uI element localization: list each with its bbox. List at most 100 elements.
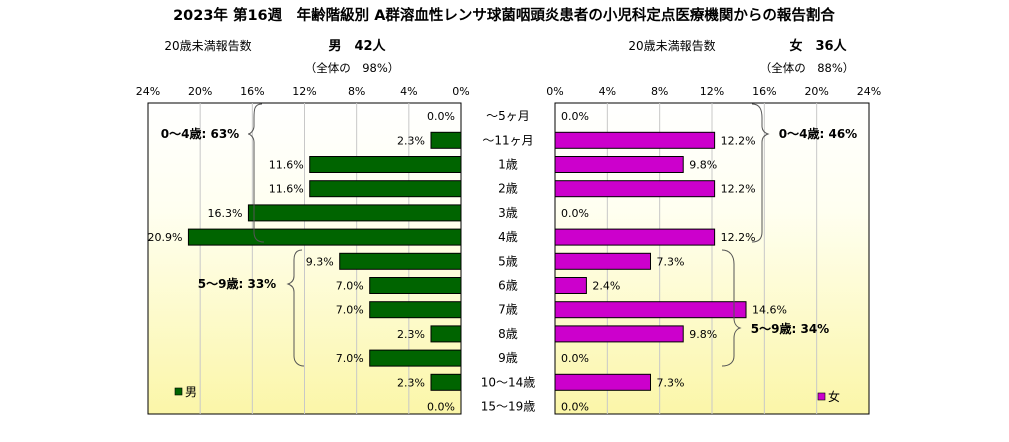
female-bar	[554, 156, 684, 173]
category-label: 3歳	[498, 206, 518, 220]
category-labels: ～5ヶ月 ～11ヶ月 1歳 2歳 3歳 4歳 5歳 6歳 7歳 8歳 9歳 10～14歳 15～19歳	[481, 109, 536, 413]
left-tick-label: 16%	[240, 85, 264, 98]
category-label: 10～14歳	[481, 375, 536, 389]
left-brace-0-4	[247, 103, 265, 243]
category-label: ～11ヶ月	[482, 133, 533, 147]
left-male-count: 男 42人	[328, 38, 386, 54]
male-value-label: 16.3%	[207, 207, 242, 220]
right-group-label-5-9: 5～9歳: 34%	[751, 321, 829, 336]
male-value-label: 2.3%	[397, 376, 425, 389]
male-bar	[369, 277, 462, 294]
legend-female-label: 女	[828, 389, 840, 404]
female-value-label: 12.2%	[721, 134, 756, 147]
male-bar	[309, 156, 462, 173]
male-value-label: 11.6%	[269, 159, 304, 172]
female-value-label: 9.8%	[689, 159, 717, 172]
female-value-label: 7.3%	[657, 376, 685, 389]
category-label: 5歳	[498, 254, 518, 268]
female-value-label: 0.0%	[561, 110, 589, 123]
left-tick-label: 4%	[400, 85, 417, 98]
left-group-label-5-9: 5～9歳: 33%	[198, 276, 276, 291]
category-label: 8歳	[498, 327, 518, 341]
right-under20-label: 20歳未満報告数	[628, 38, 715, 53]
right-tick-label: 4%	[599, 85, 616, 98]
right-axis-ticks: 0% 4% 8% 12% 16% 20% 24%	[546, 85, 881, 98]
male-bar	[309, 180, 462, 198]
female-series	[554, 131, 747, 391]
left-group-label-0-4: 0～4歳: 63%	[161, 126, 239, 141]
female-bar	[554, 277, 587, 294]
male-bar	[369, 301, 462, 319]
female-value-labels: 0.0% 12.2% 9.8% 12.2% 0.0% 12.2% 7.3% 2.4% 14.6%…	[561, 110, 787, 413]
right-tick-label: 24%	[857, 85, 881, 98]
male-bar	[430, 325, 462, 343]
male-value-label: 2.3%	[397, 134, 425, 147]
left-tick-label: 20%	[188, 85, 212, 98]
male-bar	[430, 131, 462, 149]
category-label: 2歳	[498, 182, 518, 196]
male-bar	[339, 252, 462, 270]
left-tick-label: 8%	[348, 85, 365, 98]
male-bar	[369, 349, 462, 367]
right-tick-label: 16%	[752, 85, 776, 98]
left-tick-label: 0%	[452, 85, 469, 98]
female-value-label: 7.3%	[657, 255, 685, 268]
category-label: ～5ヶ月	[486, 109, 530, 123]
right-tick-label: 20%	[804, 85, 828, 98]
female-bar	[554, 373, 652, 391]
category-label: 4歳	[498, 230, 518, 244]
male-value-label: 7.0%	[336, 280, 364, 293]
male-value-label: 7.0%	[336, 352, 364, 365]
category-label: 15～19歳	[481, 400, 536, 414]
male-bar	[187, 228, 462, 246]
male-value-label: 0.0%	[427, 110, 455, 123]
male-value-label: 7.0%	[336, 304, 364, 317]
female-value-label: 12.2%	[721, 183, 756, 196]
right-brace-0-4	[751, 103, 770, 243]
female-value-label: 0.0%	[561, 207, 589, 220]
category-label: 7歳	[498, 303, 518, 317]
female-value-label: 14.6%	[752, 304, 787, 317]
left-tick-label: 24%	[136, 85, 160, 98]
category-label: 1歳	[498, 158, 518, 172]
right-group-label-0-4: 0～4歳: 46%	[779, 126, 857, 141]
male-value-label: 2.3%	[397, 328, 425, 341]
left-tick-label: 12%	[292, 85, 316, 98]
right-tick-label: 0%	[546, 85, 563, 98]
left-overall-share: （全体の 98%）	[305, 61, 400, 75]
female-bar	[554, 301, 747, 319]
legend-male-swatch	[174, 387, 183, 396]
left-under20-label: 20歳未満報告数	[164, 38, 251, 53]
right-tick-label: 8%	[651, 85, 668, 98]
female-bar	[554, 252, 652, 270]
male-bar	[247, 204, 462, 222]
category-label: 6歳	[498, 279, 518, 293]
right-gridlines	[606, 103, 818, 414]
right-overall-share: （全体の 88%）	[760, 61, 855, 75]
right-female-count: 女 36人	[789, 38, 847, 54]
male-series	[187, 131, 462, 391]
right-tick-label: 12%	[700, 85, 724, 98]
male-value-label: 0.0%	[427, 401, 455, 414]
left-axis-ticks: 0% 4% 8% 12% 16% 20% 24%	[136, 85, 470, 98]
chart-title: 2023年 第16週 年齢階級別 A群溶血性レンサ球菌咽頭炎患者の小児科定点医療…	[173, 6, 835, 24]
male-value-labels: 0.0%2.3%11.6%11.6%16.3%20.9%9.3%7.0%7.0%…	[147, 110, 455, 413]
female-value-label: 2.4%	[592, 280, 620, 293]
female-value-label: 9.8%	[689, 328, 717, 341]
left-brace-5-9	[286, 249, 305, 367]
female-bar	[554, 131, 716, 149]
male-bar	[430, 373, 462, 391]
male-value-label: 11.6%	[269, 183, 304, 196]
legend-male-label: 男	[185, 385, 197, 399]
category-label: 9歳	[498, 351, 518, 365]
legend-female-swatch	[817, 392, 826, 401]
female-bar	[554, 228, 716, 246]
right-brace-5-9	[721, 249, 742, 367]
female-value-label: 0.0%	[561, 401, 589, 414]
female-value-label: 0.0%	[561, 352, 589, 365]
male-value-label: 20.9%	[147, 231, 182, 244]
female-bar	[554, 180, 716, 198]
female-value-label: 12.2%	[721, 231, 756, 244]
male-value-label: 9.3%	[306, 255, 334, 268]
